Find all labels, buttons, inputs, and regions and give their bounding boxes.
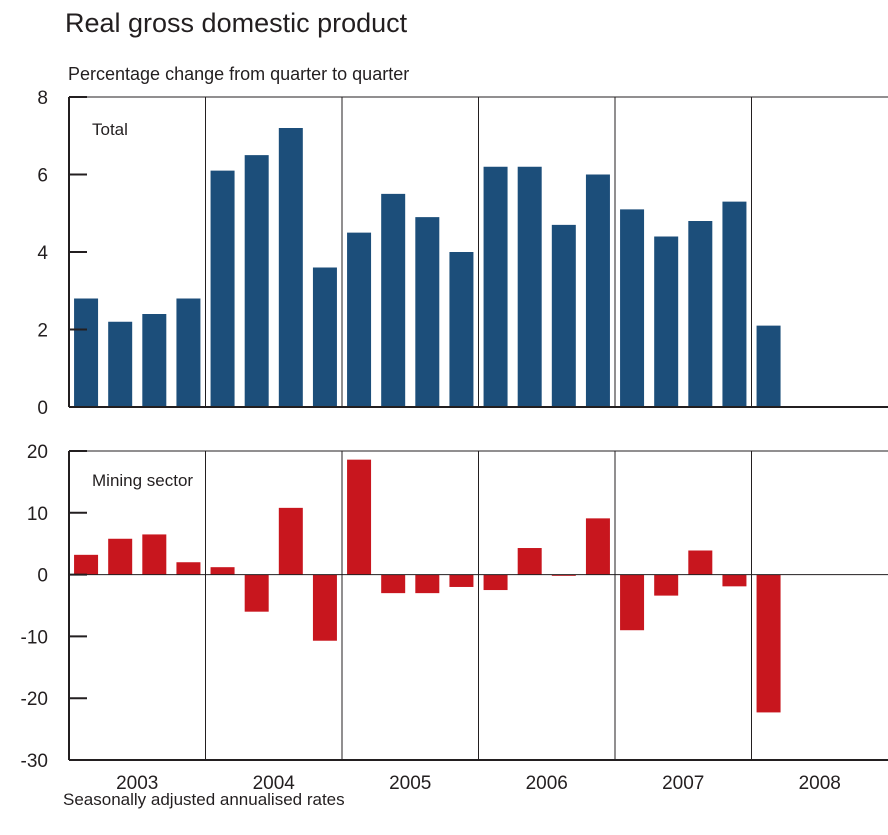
total-bar-2003Q2 — [108, 321, 133, 407]
mining-bar-2004Q2 — [244, 574, 269, 612]
mining-bar-2005Q3 — [415, 574, 440, 594]
total-bar-2004Q1 — [210, 170, 235, 407]
mining-y-tick-label: -20 — [21, 689, 48, 710]
mining-bar-2007Q4 — [722, 574, 747, 587]
mining-bar-2006Q2 — [517, 548, 542, 575]
total-bar-2007Q3 — [688, 221, 713, 407]
x-axis-years: 2003 2004 2005 2006 2007 2008 — [116, 773, 841, 794]
mining-bar-2006Q4 — [585, 518, 610, 575]
total-bar-2007Q2 — [654, 236, 679, 407]
total-bar-2006Q4 — [585, 174, 610, 407]
mining-bar-2003Q3 — [142, 534, 167, 575]
total-bar-2005Q2 — [381, 193, 406, 407]
chart-footnote: Seasonally adjusted annualised rates — [63, 790, 345, 809]
mining-bar-2006Q3 — [551, 574, 576, 576]
total-bar-2007Q4 — [722, 201, 747, 407]
total-bar-2004Q3 — [278, 128, 303, 407]
year-label-2004: 2004 — [253, 773, 296, 794]
mining-y-tick-label: 0 — [37, 566, 48, 587]
total-bar-2005Q1 — [347, 232, 372, 407]
total-panel: 0 2 4 6 8 Total — [37, 88, 888, 419]
mining-y-tick-label: -30 — [21, 751, 48, 772]
mining-y-tick-label: -10 — [21, 627, 48, 648]
total-bar-2003Q1 — [74, 298, 99, 407]
total-bar-2005Q3 — [415, 217, 440, 407]
year-label-2008: 2008 — [799, 773, 841, 794]
total-bar-2005Q4 — [449, 252, 474, 407]
total-panel-label: Total — [92, 120, 128, 139]
chart-subtitle: Percentage change from quarter to quarte… — [68, 64, 410, 84]
year-label-2007: 2007 — [662, 773, 704, 794]
mining-y-tick-label: 20 — [27, 442, 48, 463]
total-bar-2006Q2 — [517, 166, 542, 407]
total-y-tick-label: 4 — [37, 243, 48, 264]
mining-bar-2006Q1 — [483, 574, 508, 591]
total-bar-2003Q3 — [142, 314, 167, 407]
mining-bar-2007Q3 — [688, 550, 713, 575]
mining-bar-2003Q4 — [176, 562, 201, 575]
total-y-tick-label: 0 — [37, 398, 48, 419]
mining-panel: -30 -20 -10 0 10 20 Mining sector — [21, 442, 888, 772]
mining-bar-2008Q1 — [756, 574, 781, 713]
total-y-tick-label: 6 — [37, 166, 48, 187]
total-bar-2006Q1 — [483, 166, 508, 407]
mining-bar-2005Q2 — [381, 574, 406, 594]
mining-bar-2003Q2 — [108, 538, 133, 575]
total-y-tick-label: 8 — [37, 88, 48, 109]
mining-bar-2007Q1 — [620, 574, 645, 631]
year-label-2003: 2003 — [116, 773, 158, 794]
mining-bar-2004Q1 — [210, 567, 235, 575]
mining-y-tick-label: 10 — [27, 504, 48, 525]
total-bar-2004Q4 — [312, 267, 337, 407]
total-bar-2003Q4 — [176, 298, 201, 407]
total-y-tick-label: 2 — [37, 321, 48, 342]
total-bar-2004Q2 — [244, 155, 269, 407]
mining-bar-2005Q4 — [449, 574, 474, 587]
mining-bar-2004Q3 — [278, 507, 303, 575]
mining-panel-label: Mining sector — [92, 471, 193, 490]
year-label-2006: 2006 — [526, 773, 568, 794]
chart-title: Real gross domestic product — [65, 8, 408, 38]
total-bar-2007Q1 — [620, 209, 645, 407]
mining-bar-2003Q1 — [74, 554, 99, 575]
mining-bar-2005Q1 — [347, 459, 372, 575]
year-label-2005: 2005 — [389, 773, 431, 794]
mining-bar-2007Q2 — [654, 574, 679, 596]
mining-label-background — [88, 468, 198, 492]
total-bar-2008Q1 — [756, 325, 781, 407]
total-bar-2006Q3 — [551, 224, 576, 407]
mining-bar-2004Q4 — [312, 574, 337, 641]
total-label-background — [88, 117, 132, 141]
